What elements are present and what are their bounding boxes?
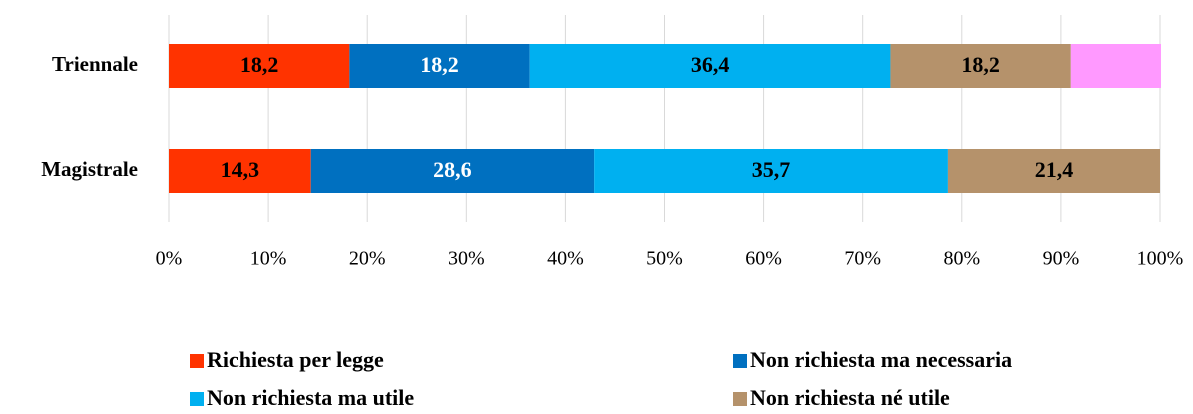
data-label: 18,2 — [961, 52, 1000, 77]
data-label: 36,4 — [691, 52, 730, 77]
bar-segment — [349, 44, 530, 88]
x-tick-label: 30% — [448, 248, 485, 270]
x-tick-label: 40% — [547, 248, 584, 270]
bar-segment — [310, 149, 595, 193]
bar-segment — [947, 149, 1160, 193]
x-tick-label: 70% — [844, 248, 881, 270]
legend-label: Non richiesta né utile — [750, 385, 950, 410]
legend-swatch — [733, 354, 747, 368]
bar-segment — [1070, 44, 1161, 88]
data-label: 14,3 — [221, 157, 260, 182]
legend-swatch — [733, 392, 747, 406]
x-tick-label: 20% — [349, 248, 386, 270]
x-tick-label: 80% — [943, 248, 980, 270]
x-tick-label: 100% — [1137, 248, 1184, 270]
bar-segment — [890, 44, 1071, 88]
data-label: 18,2 — [420, 52, 459, 77]
data-label: 18,2 — [240, 52, 279, 77]
x-tick-label: 0% — [156, 248, 183, 270]
legend-swatch — [190, 392, 204, 406]
bar-segment — [594, 149, 948, 193]
x-tick-label: 50% — [646, 248, 683, 270]
bar-segment — [169, 44, 350, 88]
y-tick-label: Triennale — [52, 52, 138, 76]
data-label: 35,7 — [752, 157, 791, 182]
x-tick-label: 90% — [1043, 248, 1080, 270]
bar-segment — [529, 44, 891, 88]
data-label: 21,4 — [1035, 157, 1074, 182]
data-label: 28,6 — [433, 157, 472, 182]
legend-label: Non richiesta ma utile — [207, 385, 414, 410]
bar-segment — [169, 149, 311, 193]
x-tick-label: 60% — [745, 248, 782, 270]
legend-swatch — [190, 354, 204, 368]
legend-label: Richiesta per legge — [207, 347, 384, 372]
legend-label: Non richiesta ma necessaria — [750, 347, 1012, 372]
y-tick-label: Magistrale — [41, 157, 138, 181]
x-tick-label: 10% — [250, 248, 287, 270]
